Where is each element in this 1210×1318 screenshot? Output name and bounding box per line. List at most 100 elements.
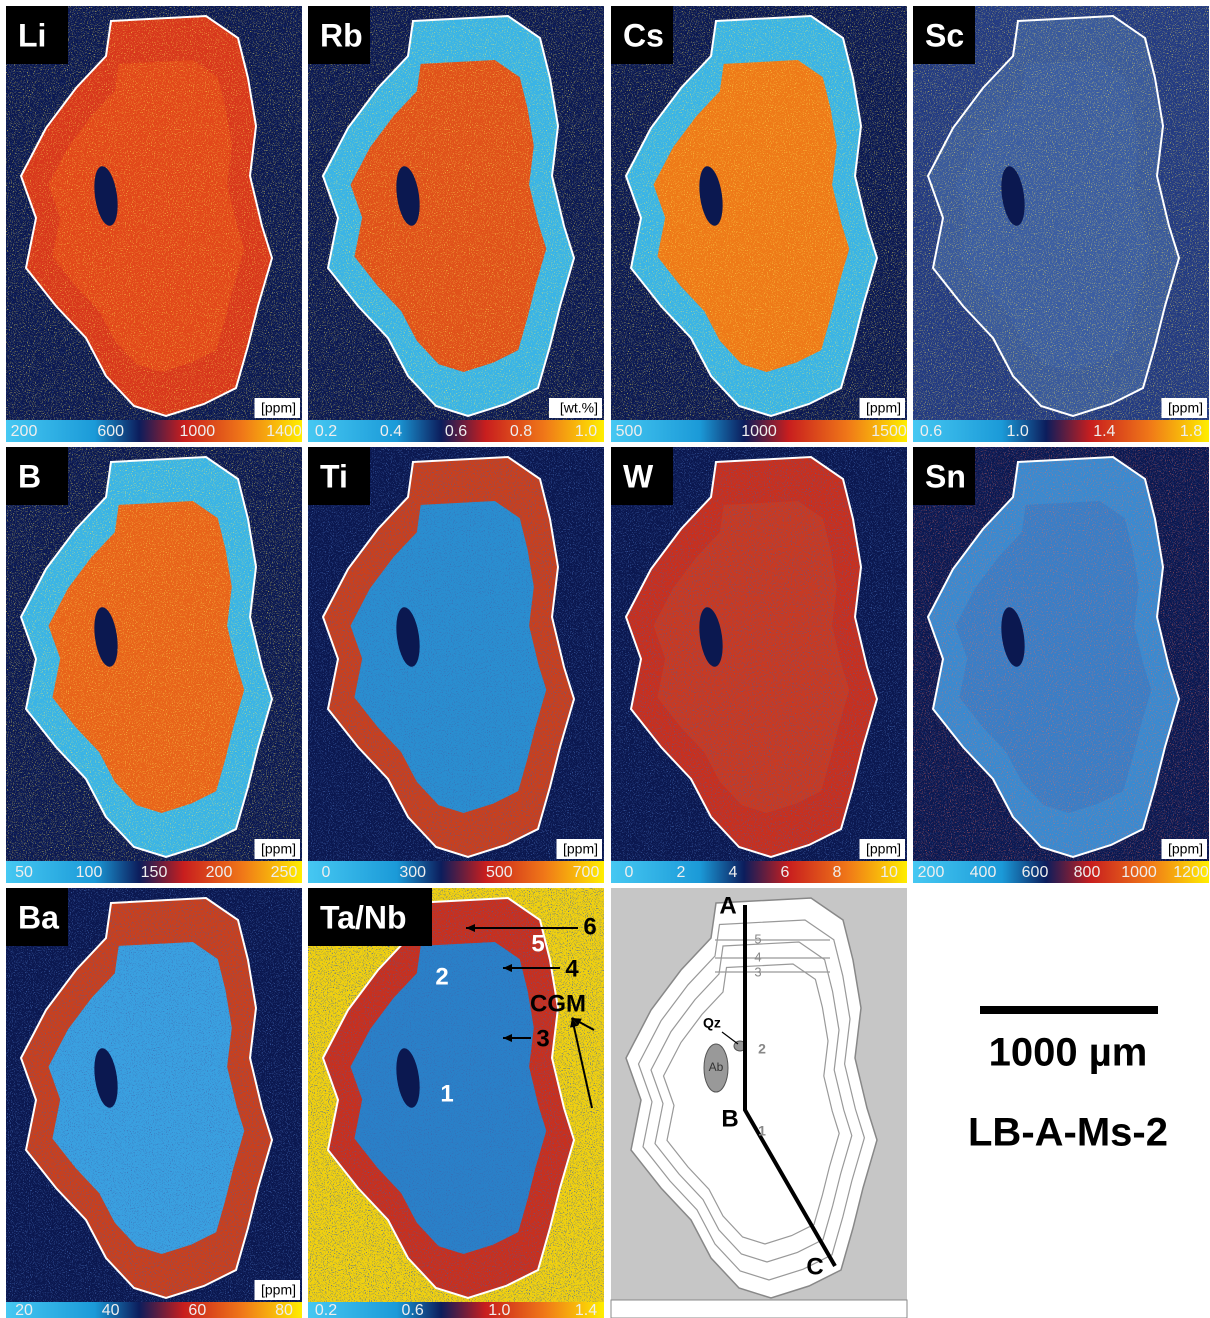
grain-outline <box>926 14 1181 418</box>
element-map-panel: Cs [ppm] 500 1000 1500 <box>611 6 907 442</box>
speckle <box>6 6 302 420</box>
unit-label: [ppm] <box>1168 841 1203 857</box>
speckle <box>308 888 604 1302</box>
map <box>6 888 302 1302</box>
colorbar-tick-label: 1.4 <box>575 1302 597 1318</box>
speckle <box>611 447 907 861</box>
albite-hole <box>699 607 723 667</box>
arrow-head <box>572 1018 582 1026</box>
colorbar-tick-label: 60 <box>188 1302 206 1318</box>
grain-outline <box>321 896 576 1300</box>
colorbar <box>6 420 302 442</box>
map <box>913 447 1209 861</box>
unit-box <box>1161 839 1207 859</box>
colorbar-tick-label: 200 <box>918 864 945 881</box>
colorbar-tick-label: 6 <box>781 864 790 881</box>
label-box <box>308 6 370 64</box>
map <box>913 6 1209 420</box>
colorbar-tick-label: 300 <box>399 864 426 881</box>
label-box <box>6 447 68 505</box>
colorbar-tick-label: 1.0 <box>1007 423 1029 440</box>
element-label: Sn <box>925 458 966 494</box>
colorbar-tick-label: 10 <box>880 864 898 881</box>
sketch-label: Qz <box>703 1015 721 1031</box>
colorbar <box>913 420 1209 442</box>
speckle <box>611 6 907 420</box>
map <box>308 888 604 1302</box>
element-label: Rb <box>320 17 363 53</box>
colorbar-tick-label: 1.0 <box>575 423 597 440</box>
colorbar-tick-label: 1000 <box>1121 864 1157 881</box>
unit-box <box>254 398 300 418</box>
albite-hole <box>94 166 118 226</box>
arrow-head <box>466 924 475 932</box>
unit-box <box>254 839 300 859</box>
element-label: W <box>623 458 654 494</box>
colorbar-tick-label: 800 <box>1074 864 1101 881</box>
colorbar-tick-label: 0.8 <box>510 423 532 440</box>
unit-box <box>254 1280 300 1300</box>
qz-leader <box>721 1031 739 1045</box>
unit-box <box>859 398 905 418</box>
grain-outline <box>19 14 274 418</box>
unit-label: [ppm] <box>563 841 598 857</box>
colorbar-tick-label: 1.4 <box>1093 423 1115 440</box>
zone-contour <box>650 941 853 1263</box>
element-label: B <box>18 458 41 494</box>
sketch-label: 5 <box>754 931 761 946</box>
element-map-panel: Ba [ppm] 20 40 60 80 <box>6 888 302 1318</box>
label-box <box>6 6 68 64</box>
speckle <box>308 447 604 861</box>
colorbar-tick-label: 500 <box>616 423 643 440</box>
sketch-label: 4 <box>754 949 761 964</box>
colorbar-tick-label: 250 <box>271 864 298 881</box>
map <box>308 6 604 420</box>
grain-outline <box>624 455 879 859</box>
sketch-label: A <box>719 892 736 919</box>
zone-contour <box>637 919 866 1281</box>
sketch-label: Ab <box>709 1060 724 1074</box>
arrow-head <box>503 1034 512 1042</box>
annotation-label: 4 <box>565 955 579 982</box>
annotation-label: 3 <box>536 1025 549 1052</box>
colorbar-tick-label: 0.2 <box>315 1302 337 1318</box>
grain-outline <box>19 896 274 1300</box>
colorbar-tick-label: 4 <box>729 864 738 881</box>
scale-bar-label: 1000 µm <box>989 1031 1148 1075</box>
element-label: Ti <box>320 458 348 494</box>
element-label: Ba <box>18 899 59 935</box>
scale-bar <box>980 1006 1158 1014</box>
colorbar-tick-label: 0 <box>322 864 331 881</box>
element-label: Cs <box>623 17 664 53</box>
speckle <box>6 447 302 861</box>
speckle <box>913 447 1209 861</box>
annotation-label: CGM <box>530 990 586 1017</box>
element-map-panel: Sc [ppm] 0.6 1.0 1.4 1.8 <box>913 6 1209 442</box>
albite-hole <box>1001 166 1025 226</box>
speckle <box>6 888 302 1302</box>
unit-box <box>556 839 602 859</box>
sketch-label: C <box>806 1253 823 1280</box>
grain-outline <box>926 455 1181 859</box>
sketch-label: 2 <box>758 1041 766 1057</box>
colorbar <box>913 861 1209 883</box>
sketch-label: 3 <box>754 964 761 979</box>
label-box <box>913 6 975 64</box>
colorbar-tick-label: 200 <box>11 423 38 440</box>
colorbar-tick-label: 0.6 <box>402 1302 424 1318</box>
sketch-label: B <box>721 1105 738 1132</box>
element-map-panel: Rb [wt.%] 0.2 0.4 0.6 0.8 1.0 <box>308 6 604 442</box>
element-map-panel: W [ppm] 0 2 4 6 8 10 <box>611 447 907 883</box>
colorbar <box>611 420 907 442</box>
sample-name: LB-A-Ms-2 <box>968 1111 1168 1155</box>
annotation-label: 2 <box>435 963 448 990</box>
colorbar-tick-label: 150 <box>141 864 168 881</box>
map <box>308 447 604 861</box>
colorbar <box>308 420 604 442</box>
colorbar-tick-label: 600 <box>97 423 124 440</box>
element-map-panel: Li [ppm] 200 600 1000 1400 <box>6 6 302 442</box>
colorbar-tick-label: 1000 <box>741 423 777 440</box>
unit-label: [ppm] <box>261 1282 296 1298</box>
colorbar-tick-label: 0.2 <box>315 423 337 440</box>
arrow-head <box>570 1018 578 1028</box>
